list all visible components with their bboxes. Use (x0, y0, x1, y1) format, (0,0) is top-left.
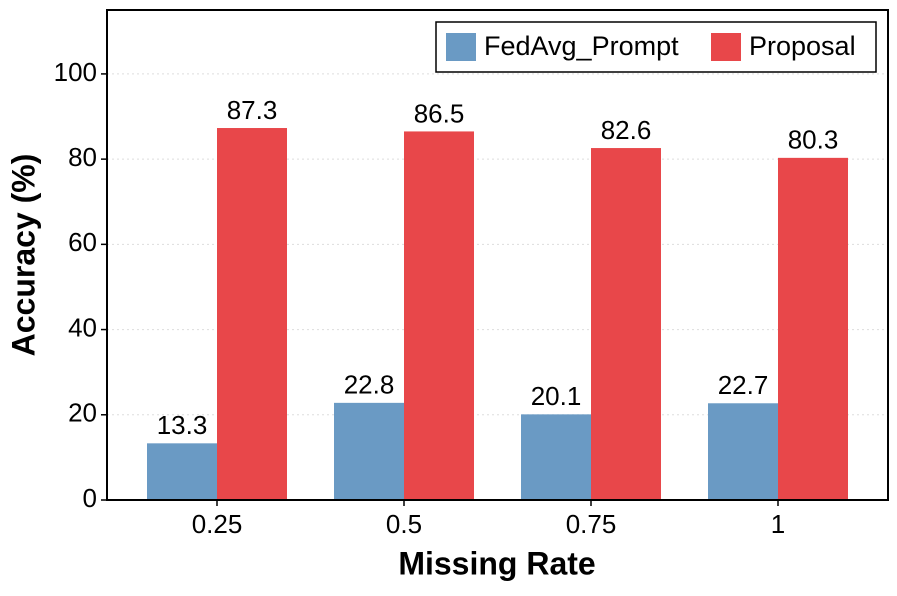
value-label: 80.3 (788, 125, 839, 155)
bar (591, 148, 661, 500)
x-tick-label: 0.25 (192, 509, 243, 539)
x-tick-label: 0.75 (566, 509, 617, 539)
y-tick-label: 0 (83, 483, 97, 513)
value-label: 20.1 (531, 381, 582, 411)
bar (708, 403, 778, 500)
y-tick-label: 60 (68, 227, 97, 257)
value-label: 13.3 (157, 410, 208, 440)
value-label: 82.6 (601, 115, 652, 145)
bar (334, 402, 404, 500)
y-tick-label: 40 (68, 312, 97, 342)
x-axis-label: Missing Rate (398, 545, 595, 581)
bar (217, 128, 287, 500)
bar (404, 131, 474, 500)
value-label: 86.5 (414, 98, 465, 128)
bar (521, 414, 591, 500)
x-tick-label: 1 (771, 509, 785, 539)
legend-swatch (446, 33, 476, 61)
bar (147, 443, 217, 500)
legend-box (435, 21, 877, 73)
y-tick-label: 80 (68, 142, 97, 172)
y-tick-label: 20 (68, 398, 97, 428)
legend-label: Proposal (749, 31, 856, 61)
legend-label: FedAvg_Prompt (484, 31, 679, 61)
y-axis-label: Accuracy (%) (5, 154, 41, 357)
legend-swatch (711, 33, 741, 61)
value-label: 22.8 (344, 370, 395, 400)
value-label: 87.3 (227, 95, 278, 125)
plot-frame (106, 9, 889, 501)
value-label: 22.7 (718, 370, 769, 400)
x-tick-label: 0.5 (386, 509, 422, 539)
bar (778, 157, 848, 500)
y-tick-label: 100 (54, 57, 97, 87)
